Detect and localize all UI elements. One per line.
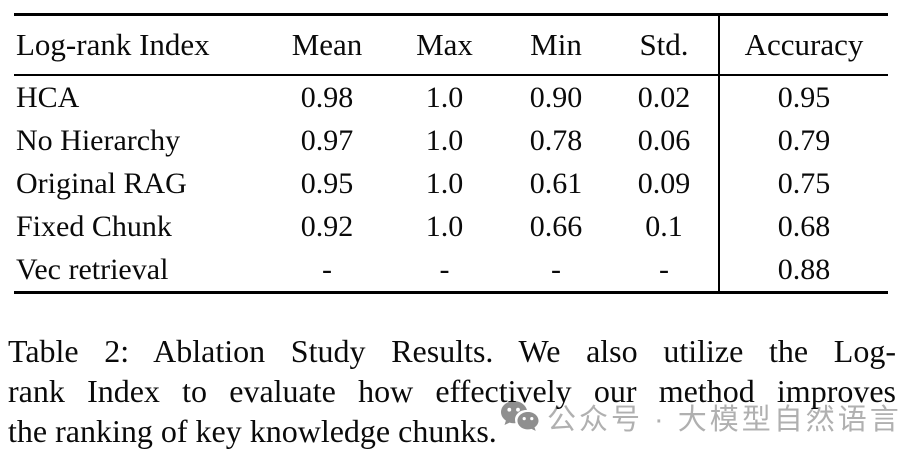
- cell-value: 0.79: [718, 119, 888, 162]
- cell-value: 0.90: [529, 80, 583, 114]
- table-header-row: Log-rank Index Mean Max Min Std. Accurac…: [14, 16, 888, 76]
- watermark-text: 公众号 · 大模型自然语言处理: [547, 404, 902, 436]
- cell-value: 1.0: [425, 123, 464, 157]
- column-header-min: Min: [530, 27, 582, 62]
- row-label: Original RAG: [16, 166, 187, 200]
- cell-value: 0.88: [718, 248, 888, 291]
- column-header-accuracy: Accuracy: [718, 16, 888, 74]
- results-table: Log-rank Index Mean Max Min Std. Accurac…: [14, 13, 888, 294]
- table-row: Fixed Chunk 0.92 1.0 0.66 0.1 0.68: [14, 205, 888, 248]
- table-row: Vec retrieval - - - - 0.88: [14, 248, 888, 291]
- cell-value: 0.97: [300, 123, 354, 157]
- publisher-watermark: 公众号 · 大模型自然语言处理: [500, 396, 902, 438]
- cell-value: 1.0: [425, 166, 464, 200]
- cell-value: -: [551, 252, 561, 286]
- table-row: HCA 0.98 1.0 0.90 0.02 0.95: [14, 76, 888, 119]
- cell-value: 0.61: [529, 166, 583, 200]
- table-row: Original RAG 0.95 1.0 0.61 0.09 0.75: [14, 162, 888, 205]
- row-label: Vec retrieval: [16, 252, 169, 286]
- table-row: No Hierarchy 0.97 1.0 0.78 0.06 0.79: [14, 119, 888, 162]
- column-header-max: Max: [416, 27, 473, 62]
- cell-value: 0.95: [300, 166, 354, 200]
- caption-line: rank Index to evaluate how effectively o…: [8, 373, 896, 409]
- cell-value: 0.1: [645, 209, 683, 243]
- caption-line: the ranking of key knowledge chunks.: [8, 413, 497, 449]
- cell-value: 0.66: [529, 209, 583, 243]
- cell-value: 0.98: [300, 80, 354, 114]
- table-caption: Table 2: Ablation Study Results. We also…: [8, 331, 896, 451]
- cell-value: 0.06: [637, 123, 691, 157]
- cell-value: -: [322, 252, 332, 286]
- cell-value: -: [439, 252, 450, 286]
- caption-line: Table 2: Ablation Study Results. We also…: [8, 333, 896, 369]
- cell-value: 0.68: [718, 205, 888, 248]
- cell-value: 0.02: [637, 80, 691, 114]
- cell-value: 1.0: [425, 209, 464, 243]
- cell-value: 0.95: [718, 76, 888, 119]
- column-header-std: Std.: [639, 27, 689, 62]
- row-label: HCA: [16, 80, 80, 114]
- cell-value: 0.75: [718, 162, 888, 205]
- cell-value: 1.0: [425, 80, 464, 114]
- row-label: Fixed Chunk: [16, 209, 172, 243]
- cell-value: 0.92: [300, 209, 354, 243]
- cell-value: -: [659, 252, 669, 286]
- row-label: No Hierarchy: [16, 123, 181, 157]
- cell-value: 0.09: [637, 166, 691, 200]
- column-header-log-rank-index: Log-rank Index: [16, 27, 210, 62]
- column-header-mean: Mean: [291, 27, 363, 62]
- cell-value: 0.78: [529, 123, 583, 157]
- wechat-icon: [500, 400, 540, 434]
